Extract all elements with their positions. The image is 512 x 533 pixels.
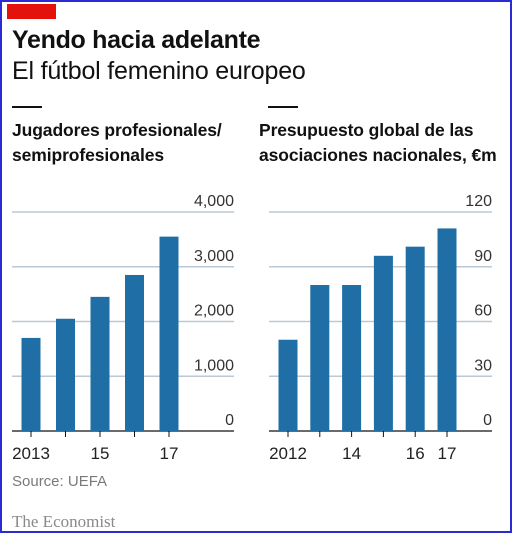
left-bar bbox=[90, 296, 110, 431]
right-bar bbox=[310, 285, 330, 431]
right-bar bbox=[373, 255, 393, 431]
right-bar bbox=[278, 339, 298, 431]
right-x-tick-label: 14 bbox=[342, 444, 361, 463]
red-tag bbox=[7, 4, 56, 19]
right-panel-title-line-1: Presupuesto global de las bbox=[259, 120, 474, 140]
left-bar bbox=[56, 318, 75, 431]
left-y-tick-label: 2,000 bbox=[194, 303, 234, 320]
left-y-tick-label: 4,000 bbox=[194, 193, 234, 210]
right-bar bbox=[437, 228, 457, 431]
right-x-tick-label: 17 bbox=[438, 444, 457, 463]
chart-title: Yendo hacia adelante bbox=[12, 26, 261, 54]
source-note: Source: UEFA bbox=[12, 473, 108, 490]
left-x-tick-label: 15 bbox=[91, 444, 110, 463]
right-x-tick-label: 2012 bbox=[269, 444, 307, 463]
chart-subtitle: El fútbol femenino europeo bbox=[12, 57, 306, 85]
left-x-tick-label: 17 bbox=[160, 444, 179, 463]
right-y-tick-label: 120 bbox=[465, 193, 492, 210]
right-panel-title-line-2: asociaciones nacionales, €m bbox=[259, 145, 497, 165]
left-panel-rule bbox=[12, 106, 42, 108]
economist-logo: The Economist bbox=[12, 512, 116, 531]
left-bar bbox=[21, 337, 41, 431]
right-x-tick-label: 16 bbox=[406, 444, 425, 463]
right-bar bbox=[405, 246, 425, 431]
left-panel-title: Jugadores profesionales/ semiprofesional… bbox=[12, 118, 222, 168]
right-y-tick-label: 90 bbox=[474, 248, 492, 265]
right-panel-rule bbox=[268, 106, 298, 108]
right-y-tick-label: 30 bbox=[474, 357, 492, 374]
left-y-tick-label: 0 bbox=[225, 412, 234, 429]
right-y-tick-label: 60 bbox=[474, 303, 492, 320]
left-bar bbox=[125, 274, 144, 431]
left-bar bbox=[159, 236, 179, 431]
left-y-tick-label: 3,000 bbox=[194, 248, 234, 265]
left-panel-title-line-1: Jugadores profesionales/ bbox=[12, 120, 222, 140]
right-panel-title: Presupuesto global de las asociaciones n… bbox=[259, 118, 497, 168]
left-panel-title-line-2: semiprofesionales bbox=[12, 145, 164, 165]
left-y-tick-label: 1,000 bbox=[194, 357, 234, 374]
right-bar bbox=[342, 285, 362, 431]
left-x-tick-label: 2013 bbox=[12, 444, 50, 463]
right-y-tick-label: 0 bbox=[483, 412, 492, 429]
